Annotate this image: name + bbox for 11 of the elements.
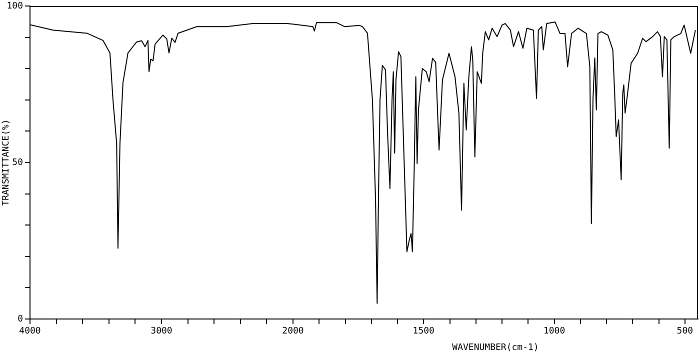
x-tick-label: 2000 — [282, 326, 304, 337]
x-tick-label: 500 — [676, 326, 694, 337]
x-tick-label: 4000 — [19, 326, 41, 337]
y-tick-label: 100 — [6, 1, 23, 12]
x-tick-label: 3000 — [150, 326, 172, 337]
y-tick-label: 50 — [12, 158, 23, 168]
y-tick-label: 0 — [18, 314, 23, 324]
y-axis-title: TRANSMITTANCE(%) — [2, 119, 12, 206]
x-tick-label: 1000 — [543, 326, 566, 337]
x-axis-title: WAVENUMBER(cm-1) — [452, 342, 539, 353]
x-tick-label: 1500 — [412, 326, 434, 337]
